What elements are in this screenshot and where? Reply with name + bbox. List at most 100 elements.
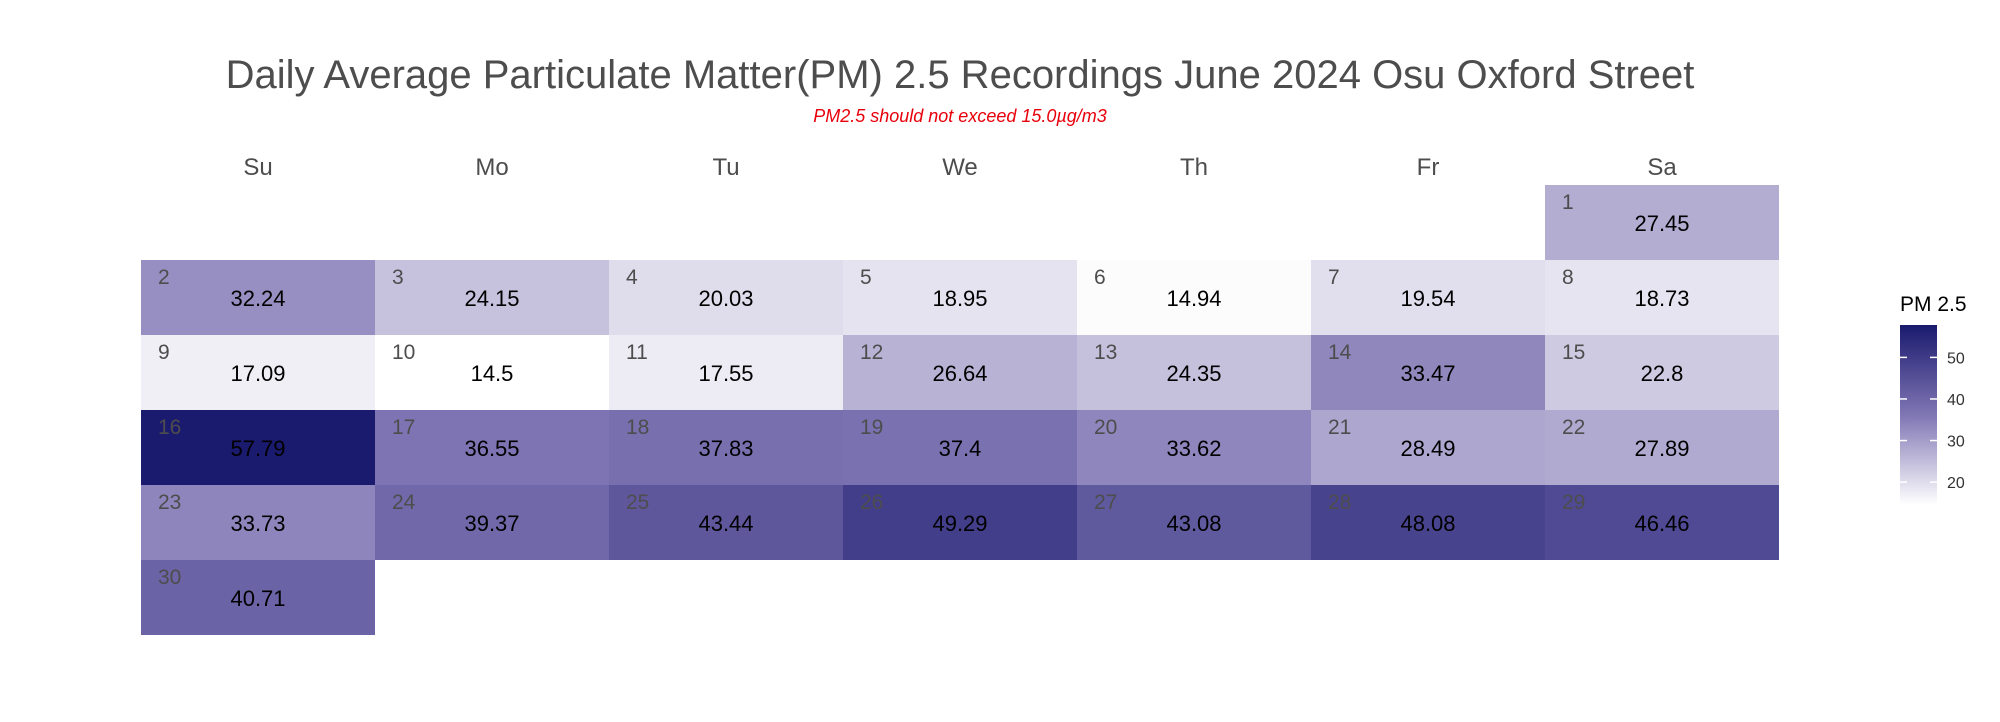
day-cell-fill xyxy=(1311,410,1545,485)
day-cell-fill xyxy=(609,485,843,560)
day-cell-24: 24 39.37 xyxy=(375,485,609,560)
day-number: 21 xyxy=(1328,416,1351,439)
day-number: 27 xyxy=(1094,491,1117,514)
day-cell-7: 719.54 xyxy=(1311,260,1545,335)
day-number: 4 xyxy=(626,266,638,289)
day-value-label: 43.44 xyxy=(698,511,753,536)
day-number: 23 xyxy=(158,491,181,514)
day-number: 3 xyxy=(392,266,404,289)
weekday-label-su: Su xyxy=(243,154,272,181)
day-cell-fill xyxy=(1077,410,1311,485)
weekday-label-we: We xyxy=(942,154,978,181)
day-cell-fill xyxy=(141,335,375,410)
day-cell-27: 27 43.08 xyxy=(1077,485,1311,560)
day-cell-fill xyxy=(609,335,843,410)
day-value-label: 49.29 xyxy=(932,511,987,536)
day-number: 15 xyxy=(1562,341,1585,364)
color-legend: PM 2.5 20 30 40 50 xyxy=(1900,293,1967,505)
day-cell-22: 22 27.89 xyxy=(1545,410,1779,485)
day-cell-30: 30 40.71 xyxy=(141,560,375,635)
day-cell-fill xyxy=(1077,335,1311,410)
day-cell-14: 14 33.47 xyxy=(1311,335,1545,410)
day-value-label: 37.83 xyxy=(698,436,753,461)
day-cell-1: 127.45 xyxy=(1545,185,1779,260)
day-cell-26: 26 49.29 xyxy=(843,485,1077,560)
day-cell-5: 518.95 xyxy=(843,260,1077,335)
day-value-label: 22.8 xyxy=(1641,361,1684,386)
legend-tick-label: 40 xyxy=(1947,392,1965,409)
day-number: 30 xyxy=(158,566,181,589)
calendar-grid: 127.45232.24324.15420.03518.95614.94719.… xyxy=(141,185,1779,635)
legend-tick-label: 50 xyxy=(1947,350,1965,367)
day-value-label: 46.46 xyxy=(1634,511,1689,536)
day-number: 18 xyxy=(626,416,649,439)
day-cell-3: 324.15 xyxy=(375,260,609,335)
day-number: 14 xyxy=(1328,341,1352,364)
day-value-label: 27.89 xyxy=(1634,436,1689,461)
legend-title: PM 2.5 xyxy=(1900,293,1967,316)
day-cell-fill xyxy=(1311,485,1545,560)
day-value-label: 20.03 xyxy=(698,286,753,311)
day-value-label: 40.71 xyxy=(230,586,285,611)
day-cell-20: 20 33.62 xyxy=(1077,410,1311,485)
day-cell-10: 10 14.5 xyxy=(375,335,609,410)
chart-subtitle: PM2.5 should not exceed 15.0µg/m3 xyxy=(813,106,1107,126)
day-value-label: 36.55 xyxy=(464,436,519,461)
day-cell-23: 23 33.73 xyxy=(141,485,375,560)
day-cell-fill xyxy=(375,410,609,485)
day-cell-4: 420.03 xyxy=(609,260,843,335)
day-cell-21: 21 28.49 xyxy=(1311,410,1545,485)
day-cell-16: 16 57.79 xyxy=(141,410,375,485)
day-value-label: 27.45 xyxy=(1634,211,1689,236)
day-cell-11: 11 17.55 xyxy=(609,335,843,410)
day-number: 20 xyxy=(1094,416,1117,439)
day-value-label: 33.73 xyxy=(230,511,285,536)
weekday-label-fr: Fr xyxy=(1417,154,1440,181)
day-number: 10 xyxy=(392,341,415,364)
day-number: 9 xyxy=(158,341,170,364)
day-value-label: 14.94 xyxy=(1166,286,1221,311)
day-number: 29 xyxy=(1562,491,1585,514)
day-number: 25 xyxy=(626,491,649,514)
day-number: 24 xyxy=(392,491,416,514)
day-cell-fill xyxy=(375,485,609,560)
day-number: 11 xyxy=(626,341,648,364)
day-cell-29: 29 46.46 xyxy=(1545,485,1779,560)
day-cell-15: 15 22.8 xyxy=(1545,335,1779,410)
day-number: 5 xyxy=(860,266,872,289)
day-value-label: 39.37 xyxy=(464,511,519,536)
day-value-label: 48.08 xyxy=(1400,511,1455,536)
day-value-label: 43.08 xyxy=(1166,511,1221,536)
day-cell-fill xyxy=(375,335,609,410)
day-number: 8 xyxy=(1562,266,1574,289)
legend-colorbar xyxy=(1900,325,1937,505)
day-value-label: 17.09 xyxy=(230,361,285,386)
day-cell-25: 25 43.44 xyxy=(609,485,843,560)
day-cell-fill xyxy=(843,410,1077,485)
day-cell-fill xyxy=(1545,410,1779,485)
day-number: 19 xyxy=(860,416,883,439)
day-cell-13: 13 24.35 xyxy=(1077,335,1311,410)
day-cell-fill xyxy=(141,560,375,635)
day-value-label: 32.24 xyxy=(230,286,285,311)
day-cell-2: 232.24 xyxy=(141,260,375,335)
day-cell-17: 17 36.55 xyxy=(375,410,609,485)
day-cell-fill xyxy=(141,260,375,335)
day-cell-fill xyxy=(843,485,1077,560)
day-value-label: 24.35 xyxy=(1166,361,1221,386)
day-cell-fill xyxy=(1311,335,1545,410)
chart-title: Daily Average Particulate Matter(PM) 2.5… xyxy=(226,53,1695,97)
day-number: 16 xyxy=(158,416,181,439)
day-value-label: 26.64 xyxy=(932,361,987,386)
day-number: 26 xyxy=(860,491,883,514)
day-cell-fill xyxy=(375,260,609,335)
legend-tick-label: 30 xyxy=(1947,434,1965,451)
day-value-label: 19.54 xyxy=(1400,286,1455,311)
weekday-label-tu: Tu xyxy=(712,154,739,181)
weekday-label-th: Th xyxy=(1180,154,1208,181)
legend-ticks: 20 30 40 50 xyxy=(1900,350,1965,492)
day-cell-18: 18 37.83 xyxy=(609,410,843,485)
day-cell-fill xyxy=(1311,260,1545,335)
day-cell-fill xyxy=(1545,485,1779,560)
